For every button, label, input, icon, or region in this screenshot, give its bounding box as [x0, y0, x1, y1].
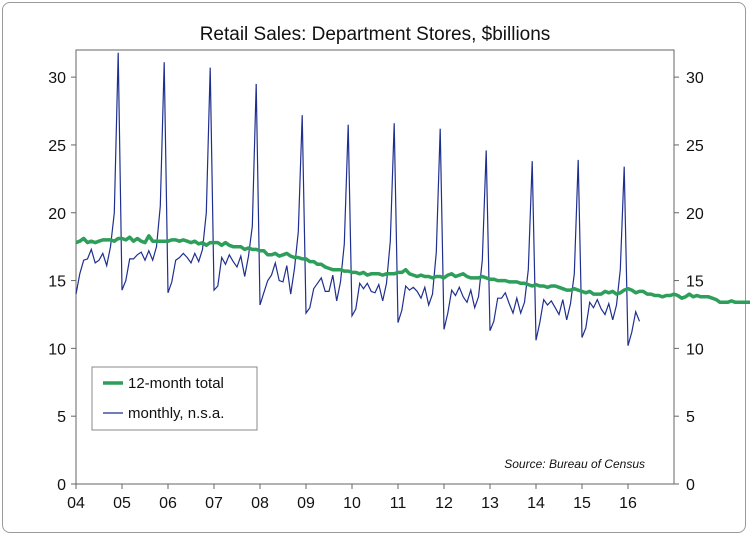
legend-label-total: 12-month total — [128, 375, 224, 392]
x-tick-label: 07 — [205, 495, 223, 512]
y-tick-label-right: 25 — [686, 138, 704, 155]
legend-label-monthly: monthly, n.s.a. — [128, 405, 224, 422]
y-tick-label-right: 5 — [686, 409, 695, 426]
x-axis: 04 05 06 07 08 09 10 11 12 13 14 15 16 — [67, 484, 637, 512]
series-line-12-month-total — [75, 234, 750, 305]
x-tick-label: 14 — [527, 495, 545, 512]
x-tick-label: 08 — [251, 495, 269, 512]
x-tick-label: 15 — [573, 495, 591, 512]
y-tick-label-left: 15 — [48, 274, 66, 291]
x-tick-label: 06 — [159, 495, 177, 512]
y-tick-label-right: 30 — [686, 70, 704, 87]
chart-title: Retail Sales: Department Stores, $billio… — [200, 24, 551, 45]
y-tick-label-left: 25 — [48, 138, 66, 155]
x-tick-label: 13 — [481, 495, 499, 512]
x-tick-label: 09 — [297, 495, 315, 512]
y-tick-label-right: 10 — [686, 341, 704, 358]
source-note: Source: Bureau of Census — [504, 457, 645, 471]
y-axis-right: 0 5 10 15 20 25 30 — [674, 70, 704, 494]
legend-box — [91, 366, 258, 431]
y-tick-label-left: 5 — [57, 409, 66, 426]
x-tick-label: 04 — [67, 495, 85, 512]
y-tick-label-left: 10 — [48, 341, 66, 358]
plot-area — [75, 49, 675, 485]
y-tick-label-right: 15 — [686, 274, 704, 291]
y-tick-label-right: 20 — [686, 206, 704, 223]
y-tick-label-left: 20 — [48, 206, 66, 223]
series-line-monthly — [75, 52, 641, 346]
x-tick-label: 10 — [343, 495, 361, 512]
x-tick-label: 16 — [619, 495, 637, 512]
x-tick-label: 12 — [435, 495, 453, 512]
x-tick-label: 11 — [390, 495, 407, 512]
legend: 12-month total monthly, n.s.a. — [91, 366, 258, 431]
y-axis-left: 0 5 10 15 20 25 30 — [48, 70, 76, 494]
x-tick-label: 05 — [113, 495, 131, 512]
y-tick-label-right: 0 — [686, 477, 695, 494]
y-tick-label-left: 0 — [57, 477, 66, 494]
y-tick-label-left: 30 — [48, 70, 66, 87]
